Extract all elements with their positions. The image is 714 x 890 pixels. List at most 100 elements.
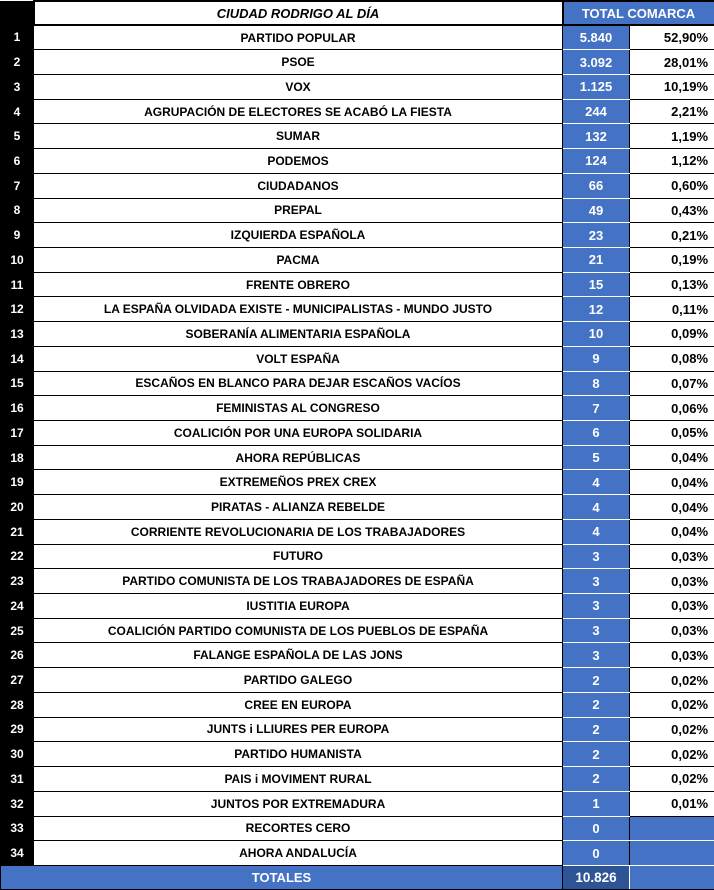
- row-number: 29: [0, 716, 34, 743]
- table-row: 7 CIUDADANOS 66 0,60%: [0, 172, 714, 199]
- votes-value: 5.840: [562, 24, 630, 51]
- votes-value: 0: [562, 840, 630, 866]
- table-row: 21 CORRIENTE REVOLUCIONARIA DE LOS TRABAJ…: [0, 518, 714, 545]
- row-number: 23: [0, 568, 34, 595]
- row-number: 7: [0, 172, 34, 199]
- row-number: 16: [0, 395, 34, 421]
- votes-value: 3: [562, 568, 630, 595]
- party-name: FALANGE ESPAÑOLA DE LAS JONS: [33, 642, 563, 669]
- row-number: 22: [0, 543, 34, 570]
- percent-value: [628, 840, 714, 866]
- party-name: PACMA: [33, 246, 563, 273]
- row-number: 14: [0, 345, 34, 372]
- votes-value: 2: [562, 716, 630, 743]
- row-number: 19: [0, 469, 34, 496]
- party-name: AHORA REPÚBLICAS: [33, 444, 563, 471]
- party-name: FEMINISTAS AL CONGRESO: [33, 395, 563, 421]
- party-name: COALICIÓN POR UNA EUROPA SOLIDARIA: [33, 420, 563, 446]
- row-number: 33: [0, 815, 34, 842]
- table-row: 34 AHORA ANDALUCÍA 0: [0, 840, 714, 866]
- percent-value: 0,08%: [628, 345, 714, 372]
- percent-value: 0,13%: [628, 271, 714, 298]
- percent-value: 0,04%: [628, 444, 714, 471]
- corner-cell: [0, 0, 34, 26]
- votes-value: 3: [562, 617, 630, 644]
- party-name: FRENTE OBRERO: [33, 271, 563, 298]
- row-number: 30: [0, 741, 34, 768]
- table-row: 25 COALICIÓN PARTIDO COMUNISTA DE LOS PUE…: [0, 617, 714, 644]
- row-number: 10: [0, 246, 34, 273]
- row-number: 17: [0, 420, 34, 446]
- percent-value: 0,09%: [628, 321, 714, 347]
- party-name: VOX: [33, 73, 563, 100]
- party-name: EXTREMEÑOS PREX CREX: [33, 469, 563, 496]
- votes-value: 4: [562, 494, 630, 520]
- party-name: JUNTS i LLIURES PER EUROPA: [33, 716, 563, 743]
- votes-value: 2: [562, 691, 630, 718]
- table-row: 24 IUSTITIA EUROPA 3 0,03%: [0, 593, 714, 619]
- percent-value: 0,04%: [628, 494, 714, 520]
- party-name: PARTIDO POPULAR: [33, 24, 563, 51]
- header-row: CIUDAD RODRIGO AL DÍA TOTAL COMARCA: [0, 0, 714, 26]
- party-name: CREE EN EUROPA: [33, 691, 563, 718]
- row-number: 9: [0, 222, 34, 248]
- percent-value: 0,11%: [628, 296, 714, 323]
- table-row: 16 FEMINISTAS AL CONGRESO 7 0,06%: [0, 395, 714, 421]
- votes-value: 7: [562, 395, 630, 421]
- percent-value: 10,19%: [628, 73, 714, 100]
- party-name: CIUDADANOS: [33, 172, 563, 199]
- votes-value: 1: [562, 790, 630, 817]
- table-row: 22 FUTURO 3 0,03%: [0, 543, 714, 570]
- row-number: 24: [0, 593, 34, 619]
- sheet-title: CIUDAD RODRIGO AL DÍA: [32, 0, 564, 26]
- percent-value: 1,19%: [628, 123, 714, 150]
- row-number: 5: [0, 123, 34, 150]
- votes-value: 2: [562, 741, 630, 768]
- table-row: 10 PACMA 21 0,19%: [0, 246, 714, 273]
- percent-value: 0,03%: [628, 593, 714, 619]
- votes-value: 2: [562, 766, 630, 792]
- row-number: 12: [0, 296, 34, 323]
- table-row: 14 VOLT ESPAÑA 9 0,08%: [0, 345, 714, 372]
- row-number: 4: [0, 98, 34, 125]
- row-number: 26: [0, 642, 34, 669]
- totales-label: TOTALES: [0, 865, 563, 890]
- grand-total-pct: [628, 865, 714, 890]
- percent-value: 0,04%: [628, 469, 714, 496]
- percent-value: 0,21%: [628, 222, 714, 248]
- percent-value: 0,03%: [628, 642, 714, 669]
- table-row: 12 LA ESPAÑA OLVIDADA EXISTE - MUNICIPALI…: [0, 296, 714, 323]
- party-name: FUTURO: [33, 543, 563, 570]
- total-comarca-header: TOTAL COMARCA: [561, 0, 714, 26]
- table-row: 11 FRENTE OBRERO 15 0,13%: [0, 271, 714, 298]
- table-row: 5 SUMAR 132 1,19%: [0, 123, 714, 150]
- percent-value: 52,90%: [628, 24, 714, 51]
- table-row: 27 PARTIDO GALEGO 2 0,02%: [0, 667, 714, 693]
- table-row: 29 JUNTS i LLIURES PER EUROPA 2 0,02%: [0, 716, 714, 743]
- table-row: 13 SOBERANÍA ALIMENTARIA ESPAÑOLA 10 0,09%: [0, 321, 714, 347]
- percent-value: 0,19%: [628, 246, 714, 273]
- percent-value: 0,03%: [628, 543, 714, 570]
- percent-value: 0,03%: [628, 617, 714, 644]
- table-row: 28 CREE EN EUROPA 2 0,02%: [0, 691, 714, 718]
- party-name: CORRIENTE REVOLUCIONARIA DE LOS TRABAJAD…: [33, 518, 563, 545]
- party-name: PODEMOS: [33, 148, 563, 174]
- votes-value: 3: [562, 642, 630, 669]
- table-row: 30 PARTIDO HUMANISTA 2 0,02%: [0, 741, 714, 768]
- percent-value: 0,01%: [628, 790, 714, 817]
- row-number: 18: [0, 444, 34, 471]
- percent-value: 1,12%: [628, 148, 714, 174]
- percent-value: 0,02%: [628, 741, 714, 768]
- row-number: 1: [0, 24, 34, 51]
- table-row: 19 EXTREMEÑOS PREX CREX 4 0,04%: [0, 469, 714, 496]
- table-row: 4 AGRUPACIÓN DE ELECTORES SE ACABÓ LA FIE…: [0, 98, 714, 125]
- percent-value: 0,04%: [628, 518, 714, 545]
- table-row: 6 PODEMOS 124 1,12%: [0, 148, 714, 174]
- percent-value: 0,02%: [628, 716, 714, 743]
- votes-value: 2: [562, 667, 630, 693]
- votes-value: 6: [562, 420, 630, 446]
- table-row: 26 FALANGE ESPAÑOLA DE LAS JONS 3 0,03%: [0, 642, 714, 669]
- table-row: 23 PARTIDO COMUNISTA DE LOS TRABAJADORES …: [0, 568, 714, 595]
- table-row: 20 PIRATAS - ALIANZA REBELDE 4 0,04%: [0, 494, 714, 520]
